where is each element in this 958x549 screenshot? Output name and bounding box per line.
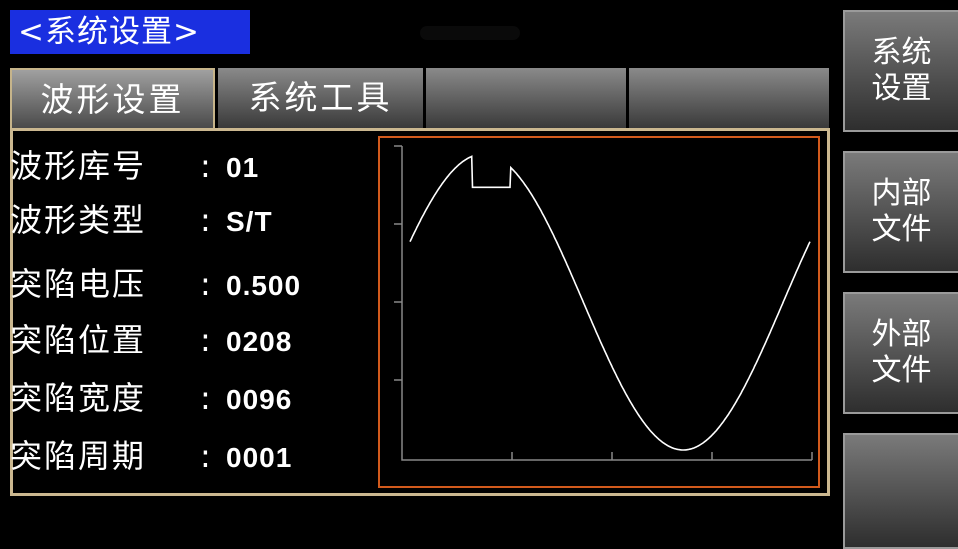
param-label: 突陷位置 [10, 321, 147, 359]
param-colon: : [200, 437, 213, 475]
waveform-axis-lines [401, 146, 812, 461]
param-row-sag-width[interactable]: 突陷宽度:0096 [10, 372, 292, 424]
tab-bar: 波形设置 系统工具 [10, 68, 830, 128]
page-title: <系统设置> [10, 10, 250, 54]
param-colon: : [200, 321, 213, 359]
param-value[interactable]: 0096 [226, 384, 293, 415]
param-label: 波形类型 [10, 201, 147, 239]
param-row-library[interactable]: 波形库号:01 [10, 140, 259, 192]
param-value[interactable]: 0001 [226, 442, 293, 473]
param-row-sag-voltage[interactable]: 突陷电压:0.500 [10, 258, 301, 310]
external-file-softkey[interactable]: 外部 文件 [843, 292, 958, 414]
param-label: 波形库号 [10, 147, 147, 185]
waveform-svg [394, 145, 813, 461]
empty-softkey[interactable] [843, 433, 958, 549]
param-row-sag-position[interactable]: 突陷位置:0208 [10, 314, 292, 366]
tab-waveform-settings[interactable]: 波形设置 [10, 68, 215, 128]
param-label: 突陷宽度 [10, 379, 147, 417]
param-colon: : [200, 265, 213, 303]
waveform-y-ticks [394, 145, 402, 381]
param-value[interactable]: 0208 [226, 326, 293, 357]
softkey-label-line2: 文件 [871, 353, 932, 388]
param-row-sag-period[interactable]: 突陷周期:0001 [10, 430, 292, 482]
softkey-label-line1: 外部 [871, 317, 932, 352]
param-colon: : [200, 379, 213, 417]
waveform-x-ticks [511, 452, 813, 460]
softkey-label-line1: 系统 [871, 35, 932, 70]
param-colon: : [200, 201, 213, 239]
system-settings-softkey[interactable]: 系统 设置 [843, 10, 958, 132]
tab-system-tools[interactable]: 系统工具 [218, 68, 423, 128]
waveform-trace [409, 155, 811, 451]
softkey-label-line2: 设置 [871, 71, 932, 106]
settings-panel [10, 128, 830, 496]
softkey-sidebar: 系统 设置 内部 文件 外部 文件 [843, 10, 958, 549]
internal-file-softkey[interactable]: 内部 文件 [843, 151, 958, 273]
softkey-label-line2: 文件 [871, 212, 932, 247]
waveform-preview [378, 136, 820, 488]
param-row-type[interactable]: 波形类型: S/T [10, 194, 273, 246]
tab-empty-4[interactable] [629, 68, 829, 128]
param-label: 突陷周期 [10, 437, 147, 475]
tab-empty-3[interactable] [426, 68, 626, 128]
waveform-axes [394, 145, 813, 461]
param-value[interactable]: S/T [226, 206, 273, 237]
param-value[interactable]: 0.500 [226, 270, 302, 301]
top-indicator [420, 26, 520, 40]
param-value[interactable]: 01 [226, 152, 260, 183]
param-label: 突陷电压 [10, 265, 147, 303]
param-colon: : [200, 147, 213, 185]
softkey-label-line1: 内部 [871, 176, 932, 211]
